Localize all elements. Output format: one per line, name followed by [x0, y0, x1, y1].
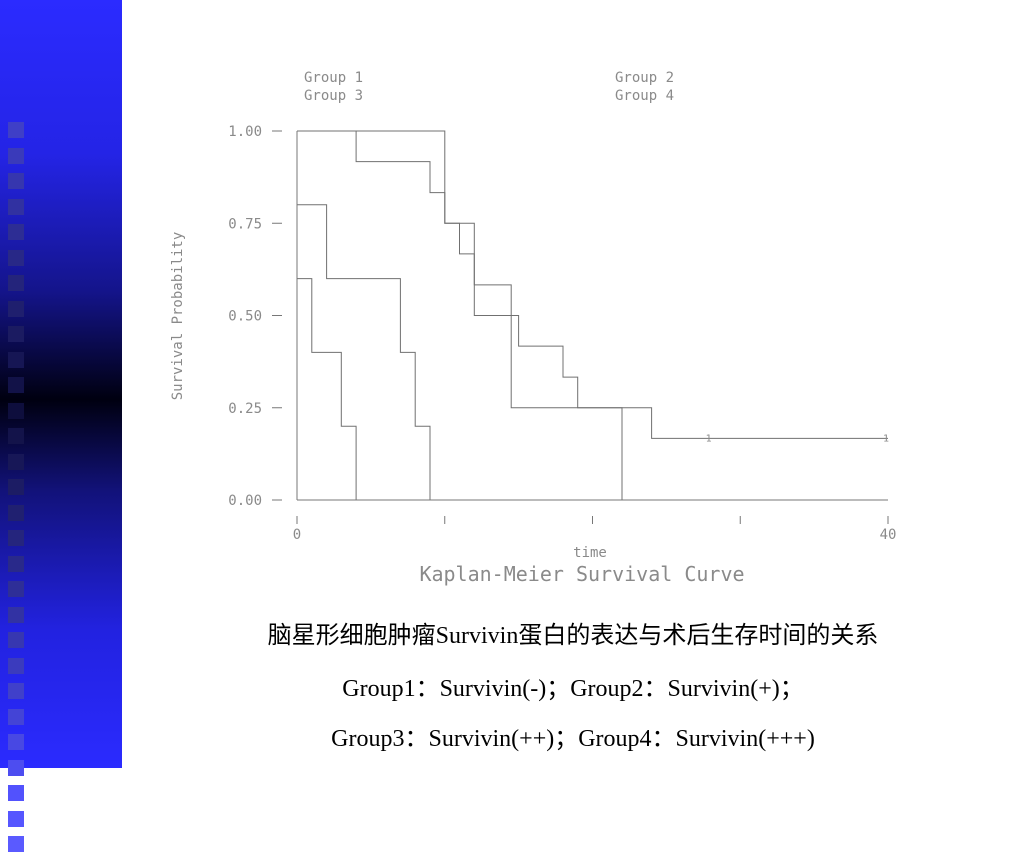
sidebar-square: [8, 810, 24, 827]
x-tick-label: 40: [880, 527, 897, 543]
legend: Group 1 Group 3 Group 2 Group 4: [304, 70, 674, 104]
sidebar-square: [8, 555, 24, 572]
sidebar-square: [8, 708, 24, 725]
censor-mark: 1: [883, 433, 889, 444]
sidebar-square: [8, 351, 24, 368]
caption-line-2: Group1：Survivin(-)；Group2：Survivin(+)；: [342, 676, 804, 702]
sidebar-square: [8, 300, 24, 317]
axes: 0.00 0.25 0.50 0.75 1.00 0 40: [228, 124, 896, 543]
sidebar-square: [8, 224, 24, 240]
legend-group-2: Group 2: [615, 70, 674, 86]
sidebar-square: [8, 606, 24, 623]
y-tick-label: 0.25: [228, 401, 262, 417]
legend-group-3: Group 3: [304, 88, 363, 104]
x-axis-label: time: [573, 545, 607, 561]
sidebar-gradient: [0, 0, 122, 852]
sidebar-square: [8, 836, 24, 852]
y-tick-label: 1.00: [228, 124, 262, 140]
series-2-line: [297, 130, 888, 439]
sidebar-square: [8, 785, 24, 801]
sidebar-square: [8, 453, 24, 470]
y-tick-label: 0.50: [228, 309, 262, 325]
sidebar-square: [8, 734, 24, 750]
y-tick-label: 0.75: [228, 216, 262, 232]
sidebar-square: [8, 581, 24, 597]
sidebar-square: [8, 632, 24, 648]
sidebar-square: [8, 147, 24, 164]
sidebar-square: [8, 428, 24, 444]
sidebar-square: [8, 402, 24, 419]
sidebar-square: [8, 326, 24, 342]
series-4-line: [297, 278, 357, 500]
legend-group-4: Group 4: [615, 88, 674, 104]
sidebar-square: [8, 377, 24, 393]
sidebar-square: [8, 504, 24, 521]
y-tick-label: 0.00: [228, 493, 262, 509]
sidebar-square: [8, 479, 24, 495]
sidebar-square: [8, 657, 24, 674]
censor-mark: 1: [706, 433, 712, 444]
sidebar-square: [8, 122, 24, 138]
caption-line-3: Group3：Survivin(++)；Group4：Survivin(+++): [331, 726, 815, 752]
y-axis-label: Survival Probability: [170, 232, 186, 401]
series-1-line: [297, 130, 623, 500]
sidebar-square: [8, 275, 24, 291]
caption-line-1: 脑星形细胞肿瘤Survivin蛋白的表达与术后生存时间的关系: [267, 623, 879, 649]
sidebar-square: [8, 249, 24, 266]
sidebar-square: [8, 530, 24, 546]
chart-title: Kaplan-Meier Survival Curve: [419, 562, 744, 586]
x-tick-label: 0: [293, 527, 301, 543]
sidebar-square: [8, 173, 24, 189]
legend-group-1: Group 1: [304, 70, 363, 86]
survival-chart: Group 1 Group 3 Group 2 Group 4 0.00 0.25…: [170, 70, 896, 586]
sidebar-square: [8, 198, 24, 215]
series-3-line: [297, 204, 431, 500]
sidebar-square: [8, 683, 24, 699]
series-lines: [296, 130, 888, 501]
